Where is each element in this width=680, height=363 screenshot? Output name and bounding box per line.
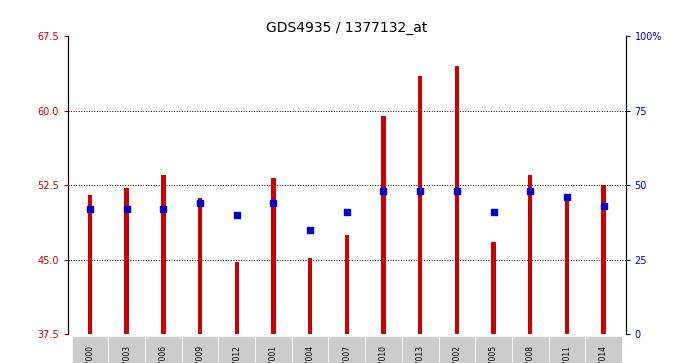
Text: GSM1207011: GSM1207011 xyxy=(562,345,571,363)
Bar xyxy=(218,336,255,363)
Bar xyxy=(198,198,202,334)
Bar xyxy=(161,175,166,334)
Text: GSM1207014: GSM1207014 xyxy=(599,345,608,363)
Bar xyxy=(585,336,622,363)
Bar xyxy=(328,336,365,363)
Bar xyxy=(124,188,129,334)
Point xyxy=(121,206,132,212)
Bar xyxy=(492,242,496,334)
Point xyxy=(488,209,499,215)
Point xyxy=(341,209,352,215)
Bar xyxy=(455,66,459,334)
Text: GSM1207003: GSM1207003 xyxy=(122,345,131,363)
Text: GSM1207010: GSM1207010 xyxy=(379,345,388,363)
Bar xyxy=(108,336,145,363)
Text: GSM1207006: GSM1207006 xyxy=(159,345,168,363)
Bar xyxy=(235,261,239,334)
Bar xyxy=(271,178,275,334)
Bar xyxy=(255,336,292,363)
Bar xyxy=(564,200,569,334)
Bar xyxy=(402,336,439,363)
Point xyxy=(415,188,426,194)
Bar xyxy=(292,336,328,363)
Point xyxy=(305,227,316,233)
Bar xyxy=(528,175,532,334)
Text: GSM1207002: GSM1207002 xyxy=(452,345,461,363)
Bar xyxy=(182,336,218,363)
Bar xyxy=(381,116,386,334)
Bar xyxy=(549,336,585,363)
Text: GSM1207001: GSM1207001 xyxy=(269,345,278,363)
Point xyxy=(231,212,242,218)
Text: GSM1207008: GSM1207008 xyxy=(526,345,534,363)
Point xyxy=(268,200,279,206)
Bar xyxy=(512,336,549,363)
Point xyxy=(158,206,169,212)
Bar xyxy=(439,336,475,363)
Bar xyxy=(418,76,422,334)
Point xyxy=(562,194,573,200)
Bar xyxy=(145,336,182,363)
Bar xyxy=(308,258,312,334)
Text: GSM1207009: GSM1207009 xyxy=(196,345,205,363)
Point xyxy=(194,200,205,206)
Bar xyxy=(71,336,108,363)
Text: GSM1207012: GSM1207012 xyxy=(233,345,241,363)
Bar xyxy=(88,195,92,334)
Text: GSM1207004: GSM1207004 xyxy=(305,345,315,363)
Point xyxy=(452,188,462,194)
Text: GSM1207000: GSM1207000 xyxy=(86,345,95,363)
Point xyxy=(525,188,536,194)
Bar xyxy=(365,336,402,363)
Text: GSM1207007: GSM1207007 xyxy=(342,345,352,363)
Point xyxy=(378,188,389,194)
Point xyxy=(84,206,95,212)
Title: GDS4935 / 1377132_at: GDS4935 / 1377132_at xyxy=(266,21,428,35)
Point xyxy=(598,203,609,209)
Bar xyxy=(601,185,606,334)
Text: GSM1207013: GSM1207013 xyxy=(415,345,425,363)
Bar xyxy=(345,235,349,334)
Bar xyxy=(475,336,512,363)
Text: GSM1207005: GSM1207005 xyxy=(489,345,498,363)
